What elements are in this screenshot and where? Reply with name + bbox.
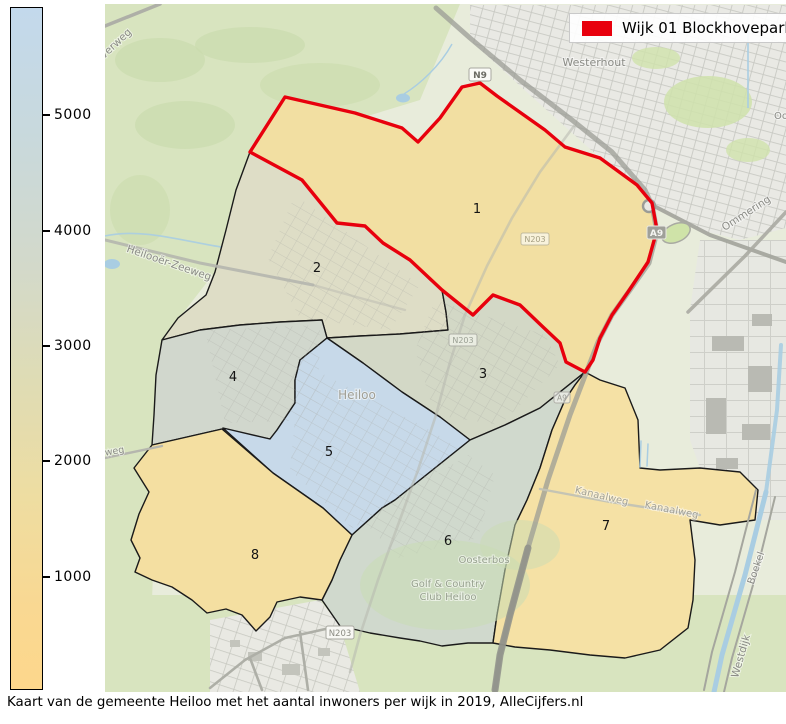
district-label-5: 5: [325, 445, 333, 460]
canal: [711, 489, 769, 692]
svg-text:N203: N203: [524, 235, 545, 244]
svg-text:A9: A9: [650, 229, 663, 239]
pond: [105, 259, 120, 269]
colorbar-tick: 3000: [43, 338, 92, 354]
district-label-6: 6: [444, 534, 452, 549]
place-label-golf-line1: Golf & Country: [411, 579, 485, 590]
industrial-buildings: [706, 314, 772, 469]
heiloo-map: N9 N203 A9 N203 A9 N203: [105, 4, 786, 692]
tick-label-5000: 5000: [54, 107, 92, 123]
district-label-4: 4: [229, 370, 237, 385]
wijk-01-outline: [248, 81, 659, 374]
tick-mark: [43, 230, 50, 232]
svg-text:N203: N203: [452, 336, 473, 345]
shield-n203-north: N203: [520, 232, 550, 246]
district-label-2: 2: [313, 261, 321, 276]
tick-mark: [43, 345, 50, 347]
shield-n9: N9: [468, 67, 492, 82]
shield-a9-small: A9: [553, 391, 571, 404]
legend-swatch: [582, 20, 612, 36]
place-label-heiloo: Heiloo: [338, 388, 376, 402]
road-ommering: [686, 210, 786, 314]
road-n203-route: [348, 124, 576, 674]
svg-text:N203: N203: [329, 629, 352, 639]
colorbar-tick: 2000: [43, 453, 92, 469]
pond: [396, 93, 410, 103]
district-label-8: 8: [251, 548, 259, 563]
golf-course: [360, 520, 560, 630]
tick-label-1000: 1000: [54, 569, 92, 585]
colorbar-tick: 5000: [43, 107, 92, 123]
caption: Kaart van de gemeente Heiloo met het aan…: [7, 695, 584, 710]
colorbar-tick: 1000: [43, 569, 92, 585]
road-ramp: [650, 203, 786, 264]
tick-label-3000: 3000: [54, 338, 92, 354]
tick-mark: [43, 114, 50, 116]
place-label-oo: Oo: [774, 111, 786, 122]
tick-label-4000: 4000: [54, 223, 92, 239]
place-label-oosterbos: Oosterbos: [458, 555, 509, 566]
road-shields: N9 N203 A9 N203 A9 N203: [325, 67, 667, 640]
district-region-8: [130, 428, 353, 632]
shield-n203-south: N203: [325, 625, 355, 640]
place-label-westerhout: Westerhout: [562, 56, 626, 69]
shield-n203-center: N203: [448, 333, 478, 347]
shield-a9: A9: [646, 225, 667, 240]
road-zeeweg: [105, 238, 315, 287]
road-kanaalweg: [538, 487, 702, 517]
tick-label-2000: 2000: [54, 453, 92, 469]
legend-label: Wijk 01 Blockhovepark: [622, 19, 786, 37]
colorbar-gradient: [10, 7, 43, 690]
tick-mark: [43, 460, 50, 462]
tick-mark: [43, 576, 50, 578]
district-label-1: 1: [473, 202, 481, 217]
svg-text:A9: A9: [557, 394, 567, 403]
place-label-weg: weg: [105, 444, 125, 458]
legend: Wijk 01 Blockhovepark: [569, 13, 786, 43]
road-verweg: [105, 4, 162, 28]
district-label-7: 7: [602, 519, 610, 534]
district-labels: 1 2 3 4 5 6 7 8: [229, 202, 610, 563]
inner-streets: [205, 195, 560, 558]
colorbar-tick: 4000: [43, 223, 92, 239]
svg-text:N9: N9: [473, 71, 487, 81]
place-label-golf-line2: Club Heiloo: [419, 592, 476, 603]
district-label-3: 3: [479, 367, 487, 382]
legend-swatch-rect: [582, 20, 612, 36]
village-buildings: [230, 640, 330, 675]
